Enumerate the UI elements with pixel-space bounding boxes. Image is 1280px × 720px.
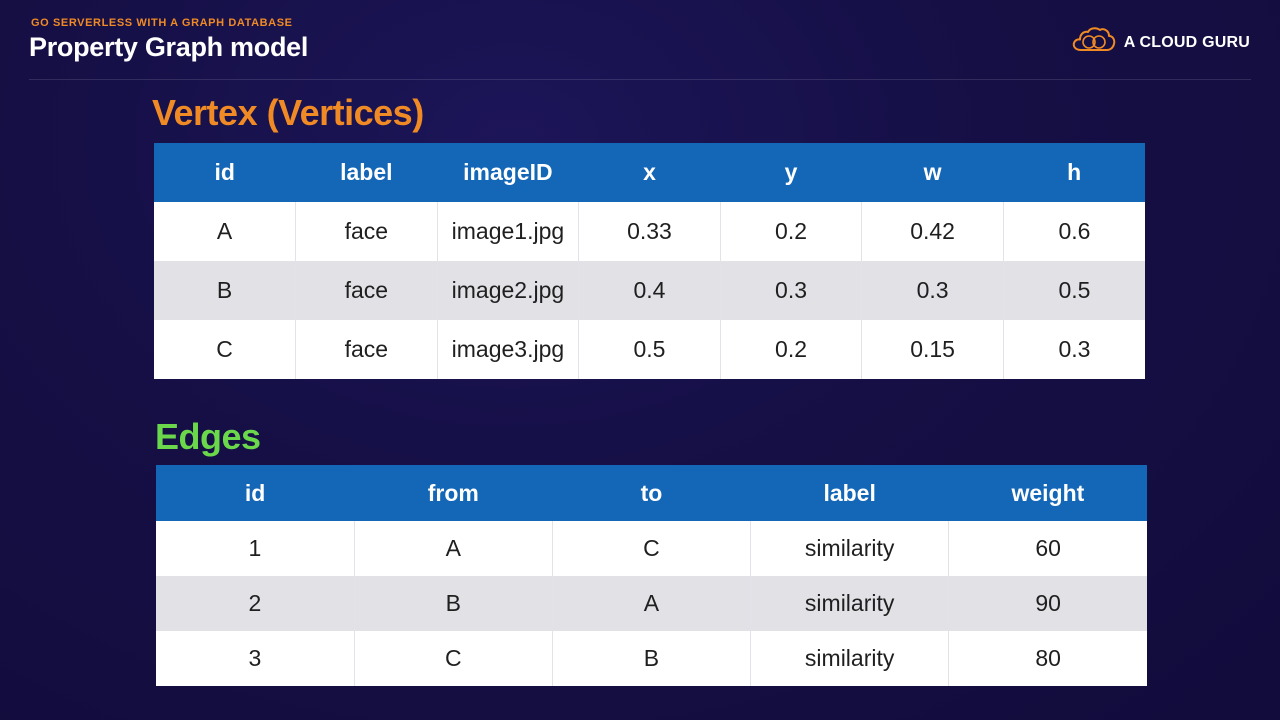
table-cell: image1.jpg — [437, 202, 580, 261]
table-row: A face image1.jpg 0.33 0.2 0.42 0.6 — [154, 202, 1145, 261]
vertex-header-row: id label imageID x y w h — [154, 143, 1145, 202]
table-cell: 0.3 — [720, 261, 863, 320]
table-cell: 0.6 — [1003, 202, 1145, 261]
table-cell: face — [295, 202, 438, 261]
table-cell: C — [552, 521, 752, 576]
table-cell: B — [354, 576, 553, 631]
brand-name: A CLOUD GURU — [1123, 33, 1250, 51]
edges-col-id: id — [156, 465, 355, 521]
table-cell: 90 — [948, 576, 1147, 631]
table-cell: similarity — [750, 576, 950, 631]
table-cell: 0.4 — [578, 261, 721, 320]
edges-table: id from to label weight 1 A C similarity… — [156, 465, 1147, 686]
table-cell: 0.5 — [578, 320, 721, 379]
table-cell: 0.33 — [578, 202, 721, 261]
table-cell: image3.jpg — [437, 320, 580, 379]
table-cell: 0.42 — [861, 202, 1004, 261]
table-cell: face — [295, 320, 438, 379]
table-cell: A — [354, 521, 553, 576]
edges-col-to: to — [552, 465, 751, 521]
table-cell: 60 — [948, 521, 1147, 576]
table-row: B face image2.jpg 0.4 0.3 0.3 0.5 — [154, 261, 1145, 320]
edges-section-title: Edges — [155, 416, 261, 457]
vertex-col-id: id — [154, 143, 296, 202]
course-kicker: GO SERVERLESS WITH A GRAPH DATABASE — [31, 17, 293, 29]
table-cell: 0.3 — [1003, 320, 1145, 379]
vertex-col-x: x — [578, 143, 721, 202]
vertex-section-title: Vertex (Vertices) — [152, 92, 424, 133]
table-cell: B — [552, 631, 752, 686]
header-divider — [29, 79, 1251, 80]
page-title: Property Graph model — [29, 32, 309, 62]
edges-col-label: label — [750, 465, 949, 521]
table-cell: 0.2 — [720, 202, 863, 261]
table-cell: 0.5 — [1003, 261, 1145, 320]
table-cell: C — [354, 631, 553, 686]
table-cell: 3 — [156, 631, 355, 686]
table-cell: similarity — [750, 631, 950, 686]
vertex-col-h: h — [1003, 143, 1145, 202]
table-cell: similarity — [750, 521, 950, 576]
cloud-logo-icon — [1072, 27, 1116, 58]
table-cell: face — [295, 261, 438, 320]
table-row: 1 A C similarity 60 — [156, 521, 1147, 576]
table-row: C face image3.jpg 0.5 0.2 0.15 0.3 — [154, 320, 1145, 379]
table-cell: A — [552, 576, 752, 631]
edges-col-from: from — [354, 465, 553, 521]
table-row: 3 C B similarity 80 — [156, 631, 1147, 686]
vertex-col-label: label — [295, 143, 438, 202]
vertex-table: id label imageID x y w h A face image1.j… — [154, 143, 1145, 379]
table-cell: 0.3 — [861, 261, 1004, 320]
table-cell: B — [154, 261, 297, 320]
brand-logo: A CLOUD GURU — [1072, 27, 1250, 58]
table-cell: 1 — [156, 521, 355, 576]
edges-header-row: id from to label weight — [156, 465, 1147, 521]
table-cell: 80 — [948, 631, 1147, 686]
table-cell: 2 — [156, 576, 355, 631]
vertex-col-imageid: imageID — [437, 143, 579, 202]
vertex-col-y: y — [720, 143, 862, 202]
table-row: 2 B A similarity 90 — [156, 576, 1147, 631]
table-cell: image2.jpg — [437, 261, 580, 320]
table-cell: 0.15 — [861, 320, 1004, 379]
table-cell: 0.2 — [720, 320, 863, 379]
table-cell: A — [154, 202, 297, 261]
vertex-col-w: w — [861, 143, 1004, 202]
edges-col-weight: weight — [948, 465, 1147, 521]
table-cell: C — [154, 320, 297, 379]
